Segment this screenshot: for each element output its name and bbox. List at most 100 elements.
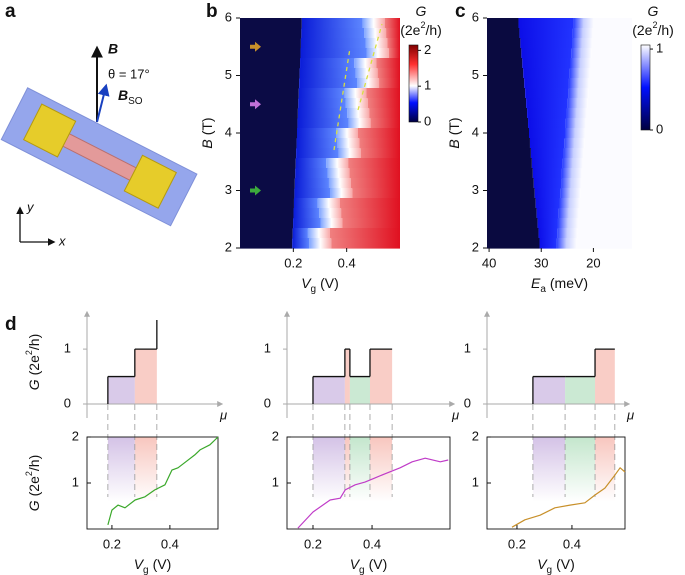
y-tick-label: 4 <box>225 124 232 139</box>
heatmap-cell <box>349 168 400 179</box>
heatmap-cell <box>531 158 563 169</box>
contact <box>22 103 77 158</box>
colorbar-tick-label: 1 <box>656 40 663 55</box>
heatmap-cell <box>240 98 299 109</box>
colorbar-label-part: /h) <box>657 22 673 38</box>
shade-fade <box>565 437 596 502</box>
colorbar-label: G <box>416 3 427 19</box>
heatmap-cell <box>329 228 400 239</box>
x-tick-label: 0.4 <box>563 536 581 551</box>
colorbar <box>408 44 419 123</box>
heatmap-cell <box>572 38 593 49</box>
heatmap-cell <box>360 148 400 159</box>
y-tick-label: 6 <box>472 9 479 24</box>
shade-fade <box>532 437 566 502</box>
x-axis-label: Vg (V) <box>350 556 388 575</box>
colorbar-tick-label: 0 <box>656 121 663 136</box>
heatmap-cell <box>317 198 340 209</box>
x-tick-label: 0.4 <box>363 536 381 551</box>
heatmap-cell <box>580 188 632 199</box>
heatmap-cell <box>240 208 294 219</box>
heatmap-cell <box>294 178 329 189</box>
heatmap-cell <box>572 28 593 39</box>
heatmap-cell <box>240 228 293 239</box>
heatmap-cell <box>330 188 353 199</box>
heatmap-cell <box>567 98 588 109</box>
heatmap-cell <box>487 68 524 79</box>
heatmap-cell <box>300 48 367 59</box>
heatmap-cell <box>577 228 632 239</box>
heatmap-cell <box>487 38 521 49</box>
heatmap-cell <box>581 168 632 179</box>
heatmap-cell <box>240 218 294 229</box>
heatmap-cell <box>539 238 557 249</box>
heatmap-cell <box>379 78 400 89</box>
heatmap-cell <box>307 228 330 239</box>
y-tick-label: 6 <box>225 9 232 24</box>
colorbar-tick-label: 1 <box>424 78 431 93</box>
y-tick-label: 5 <box>472 67 479 82</box>
heatmap-cell <box>589 68 632 79</box>
shade <box>349 376 370 404</box>
heatmap-cell <box>524 78 569 89</box>
contact <box>123 154 178 209</box>
heatmap-cell <box>530 148 564 159</box>
heatmap-cell <box>342 218 400 229</box>
x-axis-label-part: g <box>547 565 553 575</box>
heatmap-cell <box>487 158 532 169</box>
colorbar-label: G <box>648 3 659 19</box>
heatmap-cell <box>240 238 293 249</box>
axis-label: x <box>58 233 66 248</box>
heatmap-cell <box>538 228 558 239</box>
x-axis-label: Vg (V) <box>134 556 172 575</box>
heatmap-cell <box>366 88 400 99</box>
heatmap-cell <box>568 88 589 99</box>
heatmap-cell <box>558 208 579 219</box>
x-tick-label: 0.2 <box>103 536 121 551</box>
y-axis-label-part: 2 <box>24 350 34 355</box>
y-tick-label: 0 <box>464 395 471 410</box>
x-axis-label-part: (V) <box>556 556 575 572</box>
y-axis-label-part: (T) <box>199 117 215 135</box>
heatmap-cell <box>592 38 632 49</box>
y-axis-label-part: G <box>26 379 42 390</box>
shade-fade <box>349 437 370 502</box>
heatmap-cell <box>560 188 581 199</box>
heatmap-cell <box>487 108 528 119</box>
heatmap-cell <box>533 178 562 189</box>
x-axis-label: μ <box>219 407 227 422</box>
heatmap-cell <box>357 78 380 89</box>
x-axis-label-part: g <box>311 284 317 295</box>
heatmap-cell <box>240 68 300 79</box>
heatmap-cell <box>362 18 385 29</box>
heatmap-cell <box>300 38 366 49</box>
heatmap-cell <box>388 48 400 59</box>
heatmap-cell <box>240 198 294 209</box>
colorbar-label: (2e2/h) <box>632 20 674 37</box>
heatmap-cell <box>240 78 300 89</box>
angle-label: θ = 17° <box>108 66 150 81</box>
heatmap-cell <box>521 48 572 59</box>
heatmap-cell <box>354 58 377 69</box>
heatmap-cell <box>293 208 320 219</box>
heatmap-cell <box>587 98 632 109</box>
heatmap-cell <box>487 218 538 229</box>
y-tick-label: 1 <box>72 474 79 489</box>
heatmap-cell <box>519 28 573 39</box>
shade <box>344 349 350 404</box>
x-axis-label-part: (V) <box>369 556 388 572</box>
heatmap-cell <box>319 208 342 219</box>
heatmap-cell <box>487 238 540 249</box>
heatmap-cell <box>300 58 355 69</box>
heatmap-cell <box>584 138 632 149</box>
guide-line <box>333 47 351 151</box>
heatmap-cell <box>487 148 531 159</box>
y-tick-label: 3 <box>472 182 479 197</box>
x-axis-label-part: (V) <box>320 275 339 291</box>
heatmap-cell <box>588 78 632 89</box>
heatmap-cell <box>570 58 591 69</box>
colorbar-label-part: 2 <box>652 20 657 30</box>
y-axis-label-part: /h) <box>26 455 42 471</box>
x-tick-label: 30 <box>534 255 548 270</box>
x-axis-label-part: V <box>134 556 145 572</box>
